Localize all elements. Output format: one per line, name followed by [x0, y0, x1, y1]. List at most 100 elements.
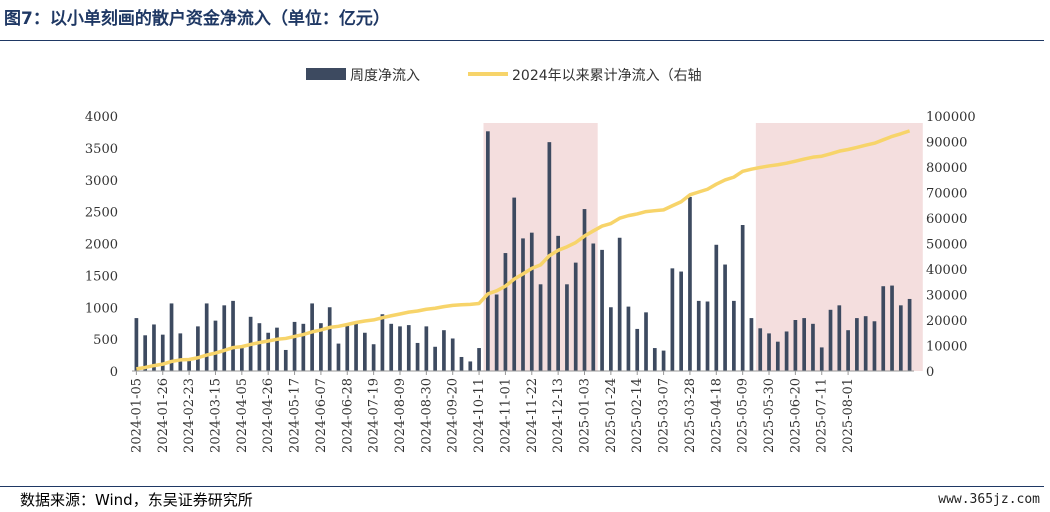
weekly-bar [600, 249, 604, 372]
weekly-bar [890, 285, 894, 371]
weekly-bar [494, 294, 499, 371]
x-tick-label: 2025-06-20 [788, 378, 803, 453]
weekly-bar [327, 307, 332, 371]
weekly-bar [635, 328, 640, 371]
weekly-bar [371, 344, 376, 371]
x-tick-label: 2024-06-07 [314, 378, 329, 453]
y-right-tick-label: 100000 [926, 110, 976, 125]
x-tick-label: 2025-01-24 [604, 378, 619, 453]
weekly-bar [213, 320, 218, 371]
y-left-tick-label: 0 [110, 365, 118, 380]
weekly-bar [363, 332, 367, 371]
y-right-tick-label: 70000 [926, 187, 967, 202]
y-left-tick-label: 2000 [85, 238, 118, 253]
weekly-bar [644, 312, 648, 371]
weekly-bar [855, 318, 859, 371]
weekly-bar [433, 346, 437, 371]
weekly-bar [266, 332, 271, 371]
weekly-bar [775, 341, 780, 371]
x-tick-label: 2024-12-13 [551, 378, 566, 453]
weekly-bar [389, 323, 394, 371]
x-tick-label: 2025-02-14 [630, 378, 645, 453]
x-tick-label: 2024-09-20 [446, 378, 461, 453]
weekly-bar [143, 335, 148, 371]
weekly-bar [767, 333, 771, 371]
weekly-bar [802, 318, 807, 371]
weekly-bar [732, 300, 736, 372]
weekly-bar [696, 300, 701, 372]
weekly-bar [784, 331, 789, 371]
y-left-tick-label: 4000 [85, 110, 118, 125]
weekly-bar [134, 318, 139, 371]
y-right-tick-label: 30000 [926, 289, 967, 304]
weekly-bar [292, 321, 297, 371]
x-tick-label: 2025-03-28 [683, 378, 698, 453]
weekly-bar [793, 320, 798, 371]
x-tick-label: 2025-08-01 [841, 378, 856, 453]
weekly-bar [679, 271, 683, 371]
x-tick-label: 2024-11-01 [498, 378, 513, 453]
y-right-tick-label: 20000 [926, 314, 967, 329]
y-left-tick-label: 3000 [85, 174, 118, 189]
y-right-tick-label: 0 [926, 365, 934, 380]
weekly-bar [837, 305, 842, 371]
weekly-bar [345, 325, 350, 371]
weekly-bar [257, 323, 262, 371]
axes: 0500100015002000250030003500400001000020… [85, 110, 976, 453]
weekly-bar [828, 309, 833, 371]
watermark: www.365jz.com [938, 492, 1040, 507]
weekly-bar [881, 286, 886, 371]
weekly-bar [898, 305, 903, 371]
legend-bar-label: 周度净流入 [350, 68, 420, 84]
chart-title: 图7：以小单刻画的散户资金净流入（单位：亿元） [4, 9, 390, 29]
weekly-bar [591, 243, 596, 371]
footer-divider [0, 486, 1044, 487]
x-tick-label: 2024-01-05 [129, 378, 144, 453]
weekly-bar [415, 342, 420, 371]
weekly-bar [178, 333, 183, 371]
weekly-bar [380, 314, 385, 371]
weekly-bar [450, 338, 455, 371]
title-divider [0, 40, 1044, 41]
legend-bar-swatch [306, 68, 346, 80]
x-tick-label: 2024-01-26 [156, 378, 171, 453]
y-right-tick-label: 60000 [926, 212, 967, 227]
weekly-bar [705, 301, 710, 371]
weekly-bar [538, 284, 543, 371]
x-tick-label: 2025-04-18 [709, 378, 724, 453]
weekly-bar [609, 307, 613, 371]
x-tick-label: 2024-06-28 [340, 378, 355, 453]
cumulative-line [136, 129, 911, 371]
x-tick-label: 2024-07-19 [367, 378, 382, 453]
x-tick-label: 2025-03-07 [657, 378, 672, 453]
weekly-bar [565, 284, 569, 371]
weekly-bar [626, 306, 631, 371]
weekly-bar [231, 300, 235, 372]
weekly-bar [811, 323, 815, 371]
y-left-tick-label: 1500 [85, 269, 118, 284]
weekly-bar [521, 238, 525, 371]
weekly-bar [406, 325, 411, 371]
weekly-bar [442, 330, 446, 371]
y-right-tick-label: 40000 [926, 263, 967, 278]
weekly-bar [486, 131, 490, 371]
weekly-bar [723, 264, 727, 371]
legend: 周度净流入 2024年以来累计净流入（右轴 [306, 68, 702, 84]
weekly-bar [907, 298, 912, 371]
weekly-bar [573, 262, 578, 372]
weekly-bar [652, 348, 657, 371]
source-note: 数据来源：Wind，东吴证券研究所 [20, 491, 253, 509]
weekly-bar [846, 330, 850, 371]
x-tick-label: 2024-08-09 [393, 378, 408, 453]
y-right-tick-label: 50000 [926, 238, 967, 253]
weekly-bar [204, 303, 209, 371]
x-tick-label: 2025-07-11 [815, 378, 830, 453]
x-tick-label: 2024-04-05 [235, 378, 250, 453]
weekly-bar [336, 343, 341, 371]
x-tick-label: 2024-10-11 [472, 378, 487, 453]
weekly-bar [740, 225, 745, 371]
x-tick-label: 2025-05-30 [762, 378, 777, 453]
weekly-bar [459, 356, 464, 371]
y-left-tick-label: 500 [93, 333, 118, 348]
weekly-bar [503, 253, 508, 371]
